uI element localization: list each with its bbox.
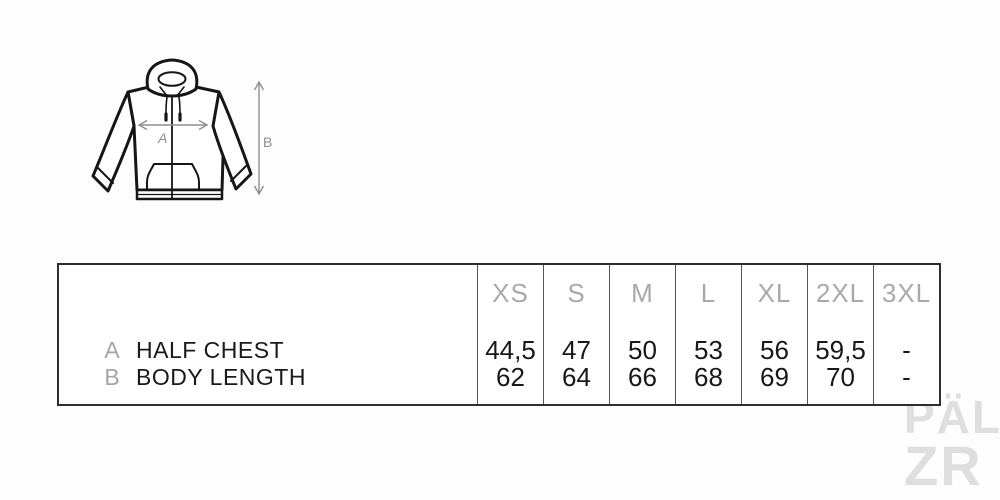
body-length-value: 66 xyxy=(628,362,657,392)
dimension-arrow-b xyxy=(253,80,265,196)
brand-watermark-line2: ZR xyxy=(904,434,983,497)
half-chest-value: 59,5 xyxy=(815,335,866,365)
hoodie-left-cuff-seam xyxy=(97,167,114,184)
measure-label-body-length: BODY LENGTH xyxy=(136,364,306,390)
size-header: 3XL xyxy=(881,278,932,308)
size-header: XS xyxy=(492,278,529,308)
size-column-xl: XL 56 69 xyxy=(741,265,807,404)
hoodie-diagram: A B xyxy=(80,45,285,215)
row-body-length: B BODY LENGTH xyxy=(59,363,477,391)
size-header: S xyxy=(567,278,586,308)
hood-opening xyxy=(157,71,187,87)
size-column-s: S 47 64 xyxy=(543,265,609,404)
hoodie-left-sleeve xyxy=(91,90,136,193)
body-length-value: - xyxy=(902,362,911,392)
half-chest-value: 47 xyxy=(562,335,591,365)
measurement-labels-column: A HALF CHEST B BODY LENGTH xyxy=(59,265,477,404)
measure-letter-a: A xyxy=(104,337,120,363)
hoodie-torso xyxy=(126,85,226,192)
size-column-xs: XS 44,5 62 xyxy=(477,265,543,404)
size-column-3xl: 3XL - - xyxy=(873,265,939,404)
measure-letter-b: B xyxy=(104,364,120,390)
size-column-l: L 53 68 xyxy=(675,265,741,404)
size-table: A HALF CHEST B BODY LENGTH XS 44,5 62 S … xyxy=(57,263,941,406)
size-column-2xl: 2XL 59,5 70 xyxy=(807,265,873,404)
half-chest-value: 56 xyxy=(760,335,789,365)
half-chest-value: - xyxy=(902,335,911,365)
body-length-value: 70 xyxy=(826,362,855,392)
body-length-value: 64 xyxy=(562,362,591,392)
hoodie-right-sleeve xyxy=(211,90,253,191)
hoodie-collar xyxy=(147,88,197,97)
size-header: XL xyxy=(757,278,792,308)
half-chest-value: 53 xyxy=(694,335,723,365)
dimension-label-b: B xyxy=(263,134,272,150)
hoodie-right-cuff-seam xyxy=(230,165,247,182)
hoodie-hood xyxy=(145,58,199,98)
body-length-value: 69 xyxy=(760,362,789,392)
size-header: 2XL xyxy=(815,278,866,308)
dimension-arrow-a xyxy=(137,119,209,131)
brand-watermark: PÄL ZR xyxy=(904,394,1000,497)
size-column-m: M 50 66 xyxy=(609,265,675,404)
hoodie-pocket xyxy=(146,163,200,191)
size-header: L xyxy=(700,278,717,308)
measure-label-half-chest: HALF CHEST xyxy=(136,337,285,363)
body-length-value: 62 xyxy=(496,362,525,392)
body-length-value: 68 xyxy=(694,362,723,392)
size-header: M xyxy=(631,278,654,308)
half-chest-value: 44,5 xyxy=(485,335,536,365)
hoodie-illustration: A B xyxy=(91,58,272,201)
row-half-chest: A HALF CHEST xyxy=(59,336,477,364)
dimension-label-a: A xyxy=(157,130,167,146)
half-chest-value: 50 xyxy=(628,335,657,365)
